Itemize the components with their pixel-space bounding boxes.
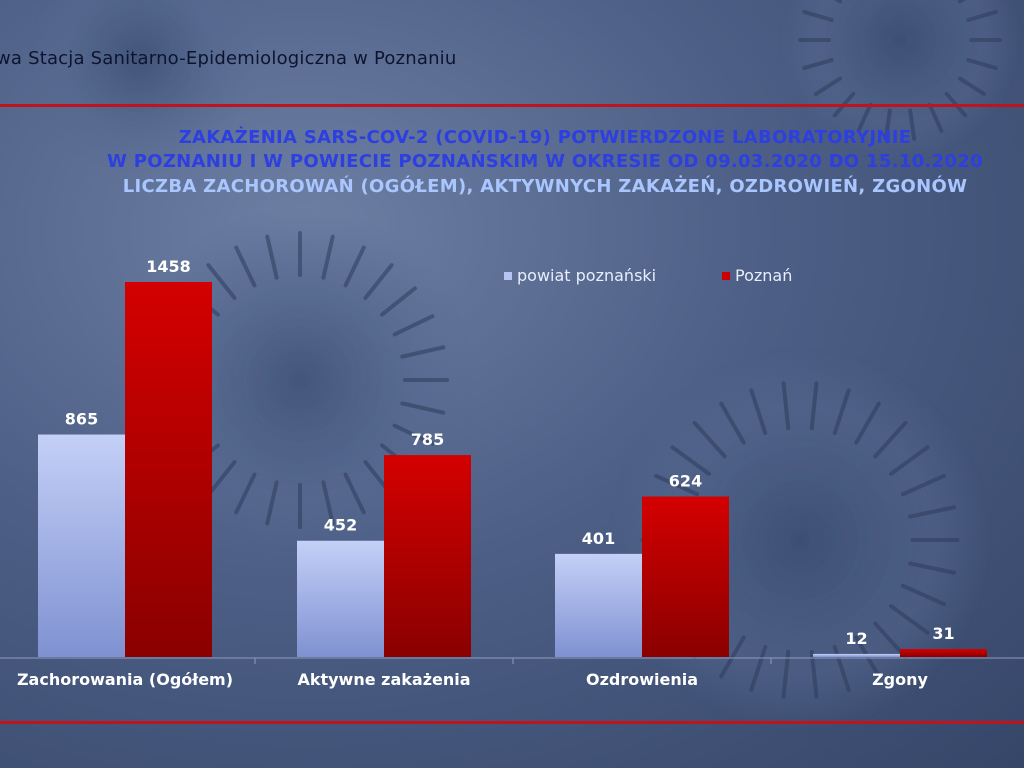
legend-label-powiat: powiat poznański	[517, 266, 657, 285]
legend-swatch-powiat	[504, 271, 512, 280]
category-label-0: Zachorowania (Ogółem)	[17, 670, 233, 689]
legend-item-poznan: Poznań	[722, 266, 792, 285]
bottom-divider	[0, 721, 1024, 724]
organization-header: wa Stacja Sanitarno-Epidemiologiczna w P…	[0, 48, 457, 69]
chart-legend: powiat poznański Poznań	[0, 266, 1024, 290]
data-label-powiat-2: 401	[582, 529, 615, 548]
category-label-3: Zgony	[872, 670, 928, 689]
bar-powiat-0	[38, 434, 125, 657]
data-label-poznan-3: 31	[932, 624, 954, 643]
data-label-poznan-0: 1458	[146, 257, 191, 276]
chart-subtitle: LICZBA ZACHOROWAŃ (OGÓŁEM), AKTYWNYCH ZA…	[122, 176, 968, 197]
legend-label-poznan: Poznań	[735, 266, 793, 285]
bar-powiat-1	[297, 540, 384, 657]
bar-poznan-3	[900, 649, 987, 657]
chart-title: ZAKAŻENIA SARS-COV-2 (COVID-19) POTWIERD…	[178, 127, 912, 148]
bar-poznan-0	[125, 282, 212, 657]
category-label-1: Aktywne zakażenia	[297, 670, 470, 689]
top-divider	[0, 104, 1024, 107]
bar-poznan-1	[384, 455, 471, 657]
bar-powiat-2	[555, 553, 642, 657]
chart-title-line2: W POZNANIU I W POWIECIE POZNAŃSKIM W OKR…	[107, 151, 983, 172]
bar-poznan-2	[642, 496, 729, 657]
data-label-powiat-3: 12	[845, 629, 867, 648]
data-label-poznan-1: 785	[411, 430, 444, 449]
legend-swatch-poznan	[722, 271, 730, 280]
category-label-2: Ozdrowienia	[586, 670, 698, 689]
data-label-powiat-0: 865	[65, 410, 98, 429]
data-label-poznan-2: 624	[669, 472, 702, 491]
bar-powiat-3	[813, 653, 900, 657]
data-label-powiat-1: 452	[324, 516, 357, 535]
legend-item-powiat: powiat poznański	[504, 266, 656, 285]
